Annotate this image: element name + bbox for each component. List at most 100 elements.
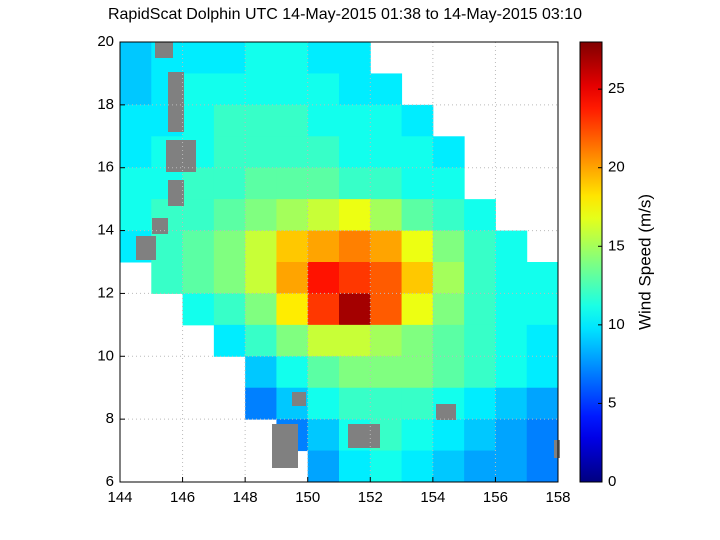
wind-cell	[182, 167, 215, 200]
wind-cell	[526, 262, 559, 294]
wind-cell	[245, 230, 277, 263]
wind-cell	[245, 167, 277, 200]
wind-cell	[307, 419, 340, 452]
x-tick-label: 152	[358, 489, 383, 506]
wind-cell	[276, 167, 309, 200]
land	[166, 140, 196, 172]
y-tick-label: 18	[97, 96, 114, 113]
wind-cell	[276, 73, 309, 106]
wind-cell	[339, 73, 371, 106]
wind-cell	[276, 42, 309, 74]
wind-cell	[370, 356, 403, 389]
wind-cell	[339, 324, 371, 357]
wind-cell	[245, 104, 277, 137]
wind-cell	[526, 293, 559, 326]
wind-cell	[464, 419, 496, 452]
wind-cell	[245, 324, 277, 357]
wind-cell	[276, 199, 309, 232]
wind-cell	[245, 356, 277, 389]
wind-cell	[370, 167, 403, 200]
wind-cell	[339, 42, 371, 74]
x-tick-label: 150	[295, 489, 320, 506]
wind-cell	[526, 356, 559, 389]
wind-cell	[307, 387, 340, 420]
wind-cell	[370, 387, 403, 420]
wind-cell	[526, 419, 559, 452]
wind-cell	[182, 42, 215, 74]
wind-cell	[307, 73, 340, 106]
colorbar-tick-label: 0	[608, 473, 616, 490]
y-tick-label: 16	[97, 159, 114, 176]
wind-cell	[370, 136, 403, 169]
wind-cell	[401, 104, 434, 137]
wind-cell	[464, 356, 496, 389]
wind-cell	[401, 356, 434, 389]
wind-cell	[432, 230, 465, 263]
wind-cell	[464, 324, 496, 357]
wind-cell	[213, 42, 246, 74]
wind-cell	[182, 104, 215, 137]
wind-cell	[464, 387, 496, 420]
colorbar-tick-label: 20	[608, 159, 625, 176]
wind-cell	[495, 230, 528, 263]
wind-cell	[495, 356, 528, 389]
wind-cell	[339, 356, 371, 389]
wind-cell	[526, 387, 559, 420]
wind-cell	[213, 104, 246, 137]
x-tick-label: 156	[483, 489, 508, 506]
y-tick-label: 10	[97, 347, 114, 364]
wind-cell	[120, 136, 152, 169]
wind-cell	[401, 230, 434, 263]
wind-cell	[401, 450, 434, 483]
wind-cell	[120, 167, 152, 200]
wind-cell	[307, 324, 340, 357]
colorbar-tick-label: 10	[608, 316, 625, 333]
wind-cell	[339, 293, 371, 326]
wind-cell	[339, 167, 371, 200]
wind-cell	[495, 293, 528, 326]
wind-cell	[276, 324, 309, 357]
wind-cell	[401, 136, 434, 169]
wind-cell	[432, 167, 465, 200]
wind-cell	[339, 136, 371, 169]
wind-cell	[213, 167, 246, 200]
land	[168, 180, 184, 206]
wind-cell	[370, 293, 403, 326]
wind-cell	[432, 324, 465, 357]
wind-cell	[370, 324, 403, 357]
wind-cell	[370, 73, 403, 106]
wind-cell	[307, 42, 340, 74]
wind-cell	[401, 293, 434, 326]
wind-cell	[245, 293, 277, 326]
wind-cell	[182, 293, 215, 326]
wind-cell	[432, 419, 465, 452]
y-tick-label: 14	[97, 222, 114, 239]
wind-cell	[526, 450, 559, 483]
land	[168, 72, 184, 132]
plot-frame	[119, 41, 559, 483]
wind-cell	[151, 262, 184, 294]
y-tick-label: 12	[97, 284, 114, 301]
wind-cell	[276, 104, 309, 137]
wind-cell	[432, 356, 465, 389]
wind-cell	[339, 230, 371, 263]
wind-cell	[464, 199, 496, 232]
wind-cell	[432, 450, 465, 483]
wind-cell	[245, 73, 277, 106]
wind-cell	[120, 73, 152, 106]
wind-cell	[370, 230, 403, 263]
wind-cell	[432, 293, 465, 326]
wind-cell	[276, 356, 309, 389]
y-tick-label: 6	[106, 473, 114, 490]
wind-cell	[339, 387, 371, 420]
wind-cell	[276, 293, 309, 326]
wind-cell	[432, 199, 465, 232]
wind-cell	[339, 450, 371, 483]
wind-cell	[213, 73, 246, 106]
x-tick-label: 158	[545, 489, 570, 506]
land-layer	[136, 42, 560, 468]
land	[348, 424, 380, 448]
wind-cell	[120, 42, 152, 74]
wind-cell	[245, 387, 277, 420]
wind-cell	[307, 104, 340, 137]
